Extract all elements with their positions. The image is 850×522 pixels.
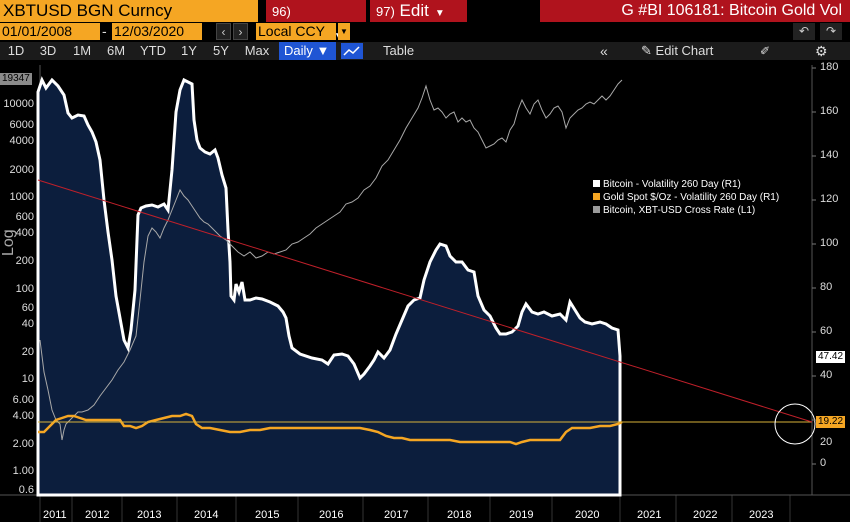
left-tick: 2.00 bbox=[12, 438, 34, 450]
redo-icon[interactable]: ↷ bbox=[820, 23, 842, 40]
right-tick: 0 bbox=[820, 457, 827, 469]
gear-icon[interactable]: ⚙ bbox=[815, 43, 828, 59]
right-tick: 20 bbox=[820, 436, 833, 448]
x-tick: 2014 bbox=[194, 509, 219, 521]
frequency-label: Daily bbox=[284, 43, 313, 58]
left-tick: 40 bbox=[21, 318, 34, 330]
x-tick: 2012 bbox=[85, 509, 110, 521]
trend-line bbox=[37, 179, 813, 423]
x-tick: 2013 bbox=[137, 509, 162, 521]
x-tick: 2017 bbox=[384, 509, 409, 521]
range-6m[interactable]: 6M bbox=[106, 43, 126, 58]
x-tick: 2011 bbox=[43, 509, 67, 521]
annotation-circle bbox=[774, 403, 816, 445]
edit-chart-button[interactable]: ✎ Edit Chart bbox=[641, 42, 713, 60]
gold-vol-last-tag: 19.22 bbox=[816, 416, 846, 428]
legend-item: Gold Spot $/Oz - Volatility 260 Day (R1) bbox=[593, 191, 810, 204]
edit-number: 97) bbox=[376, 4, 395, 19]
graph-title: G #BI 106181: Bitcoin Gold Vol bbox=[540, 0, 850, 22]
right-axis-ticks bbox=[812, 67, 816, 465]
left-tick: 200 bbox=[15, 255, 34, 267]
right-tick: 60 bbox=[820, 325, 833, 337]
x-tick: 2023 bbox=[749, 509, 774, 521]
range-1y[interactable]: 1Y bbox=[181, 43, 197, 58]
table-button[interactable]: Table bbox=[383, 43, 415, 58]
legend-label: Bitcoin - Volatility 260 Day (R1) bbox=[603, 179, 741, 190]
gold-volatility-line bbox=[38, 412, 623, 446]
prev-period-button[interactable]: ‹ bbox=[216, 23, 231, 40]
frequency-select[interactable]: Daily ▼ bbox=[279, 42, 336, 60]
left-tick: 6.00 bbox=[12, 394, 34, 406]
date-separator: - bbox=[102, 23, 107, 39]
legend-item: Bitcoin - Volatility 260 Day (R1) bbox=[593, 178, 810, 191]
edit-label: Edit bbox=[399, 1, 429, 20]
left-tick: 10000 bbox=[3, 98, 34, 110]
x-tick: 2022 bbox=[693, 509, 718, 521]
chart-type-icon[interactable] bbox=[341, 43, 363, 59]
legend-swatch bbox=[593, 206, 600, 213]
range-1d[interactable]: 1D bbox=[7, 43, 25, 58]
x-tick: 2015 bbox=[255, 509, 280, 521]
range-max[interactable]: Max bbox=[244, 43, 270, 58]
x-tick: 2018 bbox=[447, 509, 472, 521]
btc-price-line bbox=[39, 79, 623, 441]
range-ytd[interactable]: YTD bbox=[140, 43, 166, 58]
range-5y[interactable]: 5Y bbox=[213, 43, 229, 58]
legend-swatch bbox=[593, 193, 600, 200]
btc-volatility-area bbox=[36, 76, 622, 497]
next-period-button[interactable]: › bbox=[233, 23, 248, 40]
left-tick: 1000 bbox=[9, 191, 34, 203]
x-tick: 2020 bbox=[575, 509, 600, 521]
legend-label: Gold Spot $/Oz - Volatility 260 Day (R1) bbox=[603, 192, 780, 203]
right-tick: 80 bbox=[820, 281, 833, 293]
x-axis-grid bbox=[39, 495, 791, 522]
legend-label: Bitcoin, XBT-USD Cross Rate (L1) bbox=[603, 205, 756, 216]
currency-select[interactable]: Local CCY bbox=[256, 23, 336, 40]
x-tick: 2016 bbox=[319, 509, 344, 521]
annotate-icon[interactable]: ✐ bbox=[760, 44, 771, 58]
left-tick: 1.00 bbox=[12, 465, 34, 477]
right-tick: 160 bbox=[820, 105, 839, 117]
right-tick: 180 bbox=[820, 61, 839, 73]
ticker-field[interactable]: XBTUSD BGN Curncy bbox=[0, 0, 258, 22]
left-tick: 100 bbox=[15, 283, 34, 295]
range-1m[interactable]: 1M bbox=[72, 43, 92, 58]
chart-legend[interactable]: Bitcoin - Volatility 260 Day (R1) Gold S… bbox=[593, 178, 810, 220]
x-tick: 2021 bbox=[637, 509, 662, 521]
left-tick: 60 bbox=[21, 302, 34, 314]
undo-icon[interactable]: ↶ bbox=[793, 23, 815, 40]
collapse-icon[interactable]: « bbox=[600, 43, 608, 59]
left-tick: 2000 bbox=[9, 164, 34, 176]
left-tick: 10 bbox=[21, 373, 34, 385]
legend-item: Bitcoin, XBT-USD Cross Rate (L1) bbox=[593, 204, 810, 217]
left-axis-title: Log bbox=[0, 229, 17, 256]
left-tick: 400 bbox=[15, 227, 34, 239]
right-tick: 120 bbox=[820, 193, 839, 205]
left-tick: 4.00 bbox=[12, 410, 34, 422]
left-tick: 20 bbox=[21, 346, 34, 358]
chevron-down-icon[interactable]: ▼ bbox=[338, 23, 350, 40]
left-tick: 600 bbox=[15, 211, 34, 223]
range-3d[interactable]: 3D bbox=[39, 43, 57, 58]
btc-vol-last-tag: 47.42 bbox=[816, 351, 846, 363]
left-tick: 4000 bbox=[9, 135, 34, 147]
right-tick: 100 bbox=[820, 237, 839, 249]
pencil-icon: ✎ bbox=[641, 43, 652, 58]
legend-swatch bbox=[593, 180, 600, 187]
range-toolbar bbox=[0, 42, 850, 60]
start-date-field[interactable]: 01/01/2008 bbox=[0, 23, 100, 40]
x-tick: 2019 bbox=[509, 509, 534, 521]
edit-menu[interactable]: 97) Edit ▼ bbox=[370, 0, 467, 22]
left-tick: 0.6 bbox=[18, 484, 34, 496]
end-date-field[interactable]: 12/03/2020 bbox=[112, 23, 202, 40]
edit-chart-label: Edit Chart bbox=[655, 43, 714, 58]
left-tick: 6000 bbox=[9, 119, 34, 131]
right-tick: 40 bbox=[820, 369, 833, 381]
btc-price-tag: 19347 bbox=[0, 73, 32, 85]
actions-number: 96) bbox=[272, 4, 291, 19]
right-tick: 140 bbox=[820, 149, 839, 161]
chevron-down-icon: ▼ bbox=[434, 8, 445, 19]
